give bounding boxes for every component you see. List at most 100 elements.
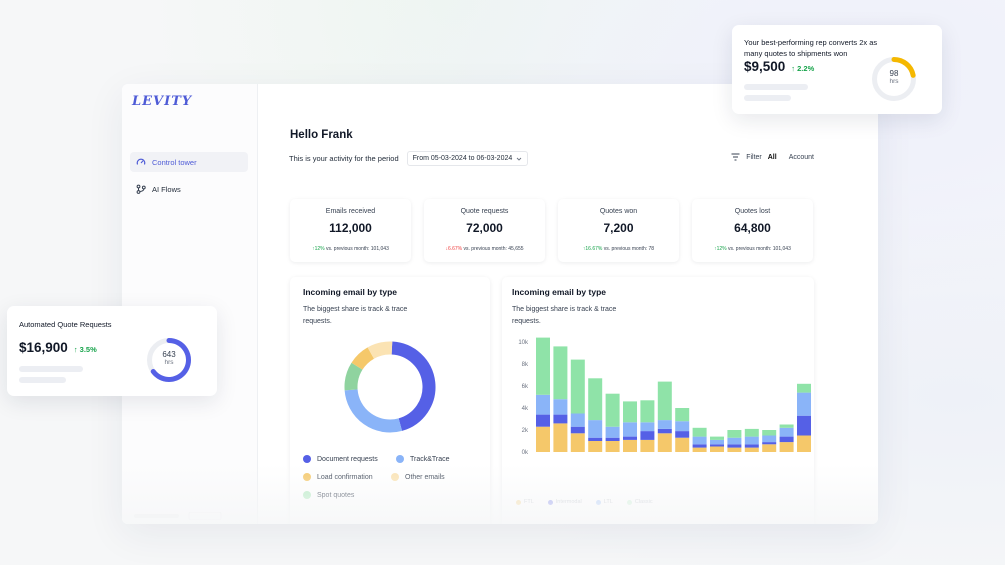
- bar-segment-classic[interactable]: [727, 430, 742, 438]
- date-range-select[interactable]: From 05-03-2024 to 06-03-2024: [406, 151, 529, 166]
- legend-item[interactable]: Load confirmation: [303, 473, 373, 481]
- bar-segment-ftl[interactable]: [553, 423, 568, 452]
- bar-segment-classic[interactable]: [692, 427, 707, 437]
- stacked-bar-chart[interactable]: 0k 2k 4k 6k 8k 10k: [502, 332, 814, 472]
- bar-segment-ltl[interactable]: [692, 436, 707, 445]
- bar-segment-ltl[interactable]: [605, 426, 620, 438]
- bar-segment-ltl[interactable]: [710, 439, 724, 445]
- donut-chart[interactable]: [290, 340, 490, 450]
- bar-segment-classic[interactable]: [779, 424, 794, 428]
- legend-item[interactable]: Document requests: [303, 455, 378, 463]
- filter-label[interactable]: Filter: [746, 153, 762, 161]
- bar-segment-ftl[interactable]: [779, 442, 794, 452]
- legend-item[interactable]: Spot quotes: [303, 491, 354, 499]
- bar-segment-classic[interactable]: [623, 401, 637, 423]
- bar-segment-classic[interactable]: [605, 393, 620, 427]
- bar-segment-intermodal[interactable]: [675, 431, 690, 438]
- legend-item[interactable]: Classic: [626, 499, 653, 505]
- legend-item[interactable]: LTL: [595, 499, 613, 505]
- bar-segment-intermodal[interactable]: [762, 442, 777, 445]
- filter-account[interactable]: Account: [788, 153, 814, 161]
- bar-segment-ftl[interactable]: [692, 447, 707, 452]
- bar-segment-ltl[interactable]: [640, 422, 655, 432]
- bar-segment-ltl[interactable]: [588, 420, 603, 438]
- bar-segment-classic[interactable]: [553, 346, 568, 400]
- bar-segment-intermodal[interactable]: [570, 426, 585, 434]
- donut-slice-document-requests[interactable]: [391, 341, 436, 431]
- donut-slice-load-confirmation[interactable]: [351, 347, 375, 371]
- bar-segment-intermodal[interactable]: [710, 444, 724, 447]
- stat-card-emails-received[interactable]: Emails received 112,000 ↑12% vs. previou…: [290, 199, 411, 262]
- bar-segment-ltl[interactable]: [797, 392, 811, 416]
- bar-segment-intermodal[interactable]: [657, 428, 672, 434]
- bar-segment-classic[interactable]: [536, 337, 550, 395]
- bar-segment-ftl[interactable]: [588, 441, 603, 452]
- donut-slice-spot-quotes[interactable]: [344, 362, 363, 391]
- stat-value: 112,000: [329, 221, 372, 235]
- panel-subtitle: The biggest share is track & trace reque…: [303, 306, 408, 325]
- bar-segment-intermodal[interactable]: [536, 414, 550, 427]
- sidebar-item-control-tower[interactable]: Control tower: [130, 152, 248, 172]
- stat-card-quotes-lost[interactable]: Quotes lost 64,800 ↑12% vs. previous mon…: [692, 199, 813, 262]
- filter-all[interactable]: All: [767, 153, 777, 161]
- bar-segment-ftl[interactable]: [623, 439, 637, 452]
- bar-segment-intermodal[interactable]: [588, 437, 603, 441]
- bar-segment-ltl[interactable]: [657, 420, 672, 429]
- legend-item[interactable]: Track&Trace: [396, 455, 450, 463]
- automated-quotes-card[interactable]: Automated Quote Requests $16,900 ↑ 3.5% …: [7, 306, 217, 396]
- bar-segment-intermodal[interactable]: [779, 436, 794, 443]
- bar-segment-ltl[interactable]: [675, 421, 690, 432]
- legend-item[interactable]: Other emails: [391, 473, 445, 481]
- bar-segment-intermodal[interactable]: [727, 444, 742, 448]
- bar-segment-ftl[interactable]: [675, 437, 690, 452]
- bar-segment-ftl[interactable]: [640, 439, 655, 452]
- bar-segment-classic[interactable]: [675, 408, 690, 422]
- stat-card-quotes-won[interactable]: Quotes won 7,200 ↑16.67% vs. previous mo…: [558, 199, 679, 262]
- bar-segment-ltl[interactable]: [570, 413, 585, 427]
- bar-segment-classic[interactable]: [640, 400, 655, 423]
- sidebar-item-ai-flows[interactable]: AI Flows: [130, 179, 248, 199]
- change-value: 3.5%: [79, 345, 97, 354]
- bar-segment-ftl[interactable]: [605, 441, 620, 452]
- bar-segment-classic[interactable]: [657, 381, 672, 421]
- legend-item[interactable]: Intermodal: [547, 499, 582, 505]
- period-row: This is your activity for the period Fro…: [289, 151, 529, 166]
- bar-segment-ftl[interactable]: [710, 446, 724, 453]
- bar-segment-classic[interactable]: [570, 359, 585, 414]
- bar-segment-intermodal[interactable]: [605, 437, 620, 441]
- levity-logo[interactable]: LEVITY: [132, 94, 193, 109]
- legend-item[interactable]: FTL: [516, 499, 534, 505]
- bar-segment-ftl[interactable]: [657, 433, 672, 452]
- bar-segment-ltl[interactable]: [536, 394, 550, 415]
- bar-segment-ftl[interactable]: [762, 444, 777, 452]
- bar-segment-ltl[interactable]: [623, 422, 637, 437]
- bar-segment-ltl[interactable]: [744, 436, 759, 445]
- bar-segment-ftl[interactable]: [727, 447, 742, 452]
- bar-segment-intermodal[interactable]: [744, 444, 759, 448]
- best-rep-card[interactable]: Your best-performing rep converts 2x as …: [732, 25, 942, 114]
- bar-segment-ltl[interactable]: [553, 399, 568, 415]
- bar-segment-ftl[interactable]: [744, 447, 759, 452]
- bar-segment-classic[interactable]: [744, 428, 759, 437]
- filter-icon[interactable]: [731, 153, 740, 161]
- stat-card-quote-requests[interactable]: Quote requests 72,000 ↓6.67% vs. previou…: [424, 199, 545, 262]
- bar-segment-intermodal[interactable]: [623, 436, 637, 440]
- bar-segment-ftl[interactable]: [570, 433, 585, 452]
- bar-segment-classic[interactable]: [588, 378, 603, 421]
- bar-segment-ftl[interactable]: [536, 426, 550, 452]
- donut-slice-other-emails[interactable]: [367, 341, 393, 359]
- progress-ring: [872, 57, 916, 101]
- bar-segment-ltl[interactable]: [727, 437, 742, 445]
- legend-label: Document requests: [317, 455, 378, 463]
- bar-segment-classic[interactable]: [797, 383, 811, 393]
- bar-segment-ltl[interactable]: [779, 427, 794, 437]
- bar-segment-intermodal[interactable]: [692, 444, 707, 448]
- bar-segment-ftl[interactable]: [797, 435, 811, 453]
- bar-segment-intermodal[interactable]: [640, 431, 655, 440]
- donut-slice-track-trace[interactable]: [344, 389, 403, 433]
- bar-segment-ltl[interactable]: [762, 435, 777, 443]
- bar-segment-intermodal[interactable]: [797, 415, 811, 436]
- bar-segment-classic[interactable]: [762, 430, 777, 436]
- bar-segment-classic[interactable]: [710, 436, 724, 440]
- bar-segment-intermodal[interactable]: [553, 414, 568, 424]
